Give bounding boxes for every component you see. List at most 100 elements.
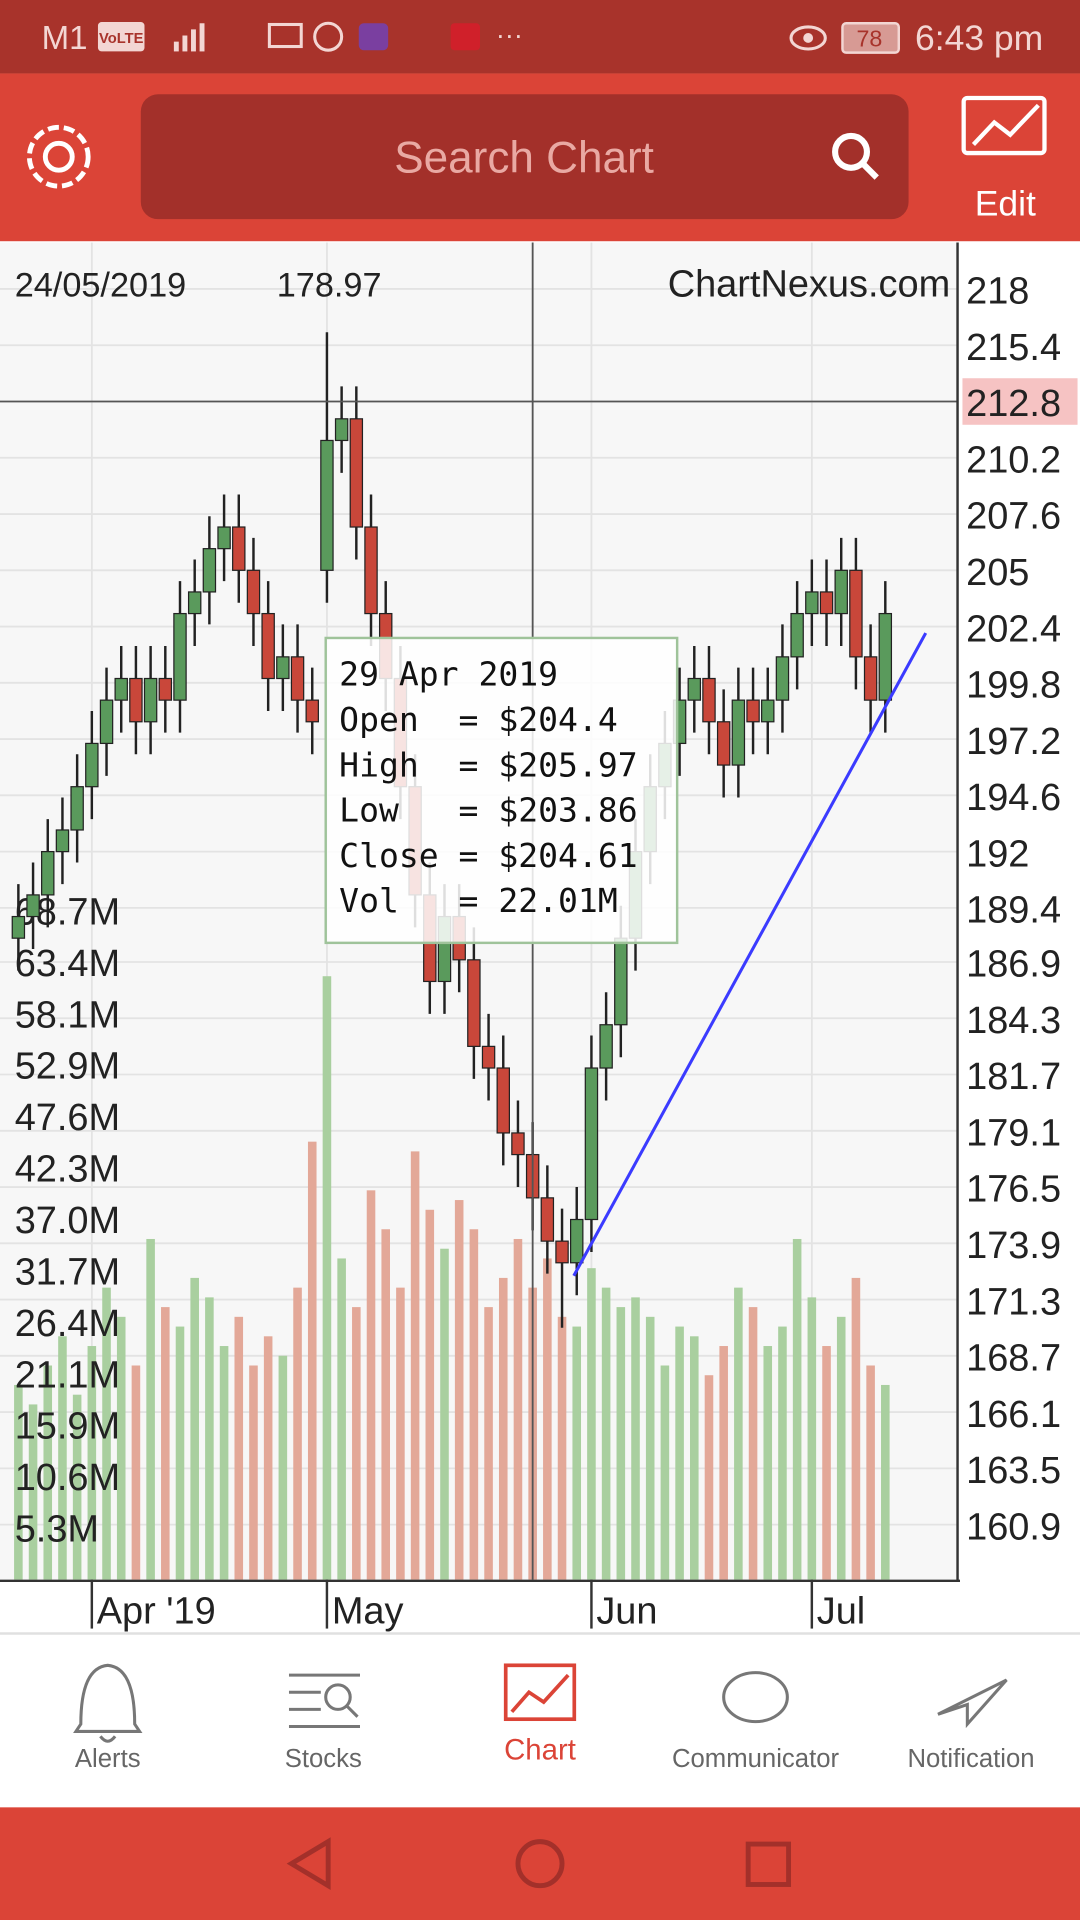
candle-body bbox=[496, 1067, 510, 1134]
volume-tick-label: 10.6M bbox=[15, 1457, 120, 1499]
price-tick-label: 205 bbox=[966, 552, 1029, 594]
candle-body bbox=[540, 1197, 555, 1242]
volume-bar bbox=[43, 1365, 53, 1580]
tooltip-line: High = $205.97 bbox=[339, 745, 637, 784]
candle-body bbox=[202, 548, 217, 593]
volume-bar bbox=[102, 1287, 111, 1580]
candle-body bbox=[246, 569, 261, 615]
volume-bar bbox=[719, 1346, 728, 1580]
price-tick-label: 192 bbox=[966, 833, 1029, 875]
volume-bar bbox=[425, 1209, 435, 1580]
candle-body bbox=[364, 526, 378, 615]
volume-bar bbox=[836, 1316, 846, 1580]
candle-body bbox=[232, 526, 246, 571]
volume-tick-label: 63.4M bbox=[15, 943, 120, 985]
tooltip-date: 29 Apr 2019 bbox=[339, 655, 558, 694]
price-axis-area bbox=[957, 242, 1080, 1634]
volume-bar bbox=[469, 1229, 479, 1580]
candle-body bbox=[334, 418, 349, 442]
volume-bar bbox=[58, 1336, 67, 1580]
price-tick-label: 173.9 bbox=[966, 1225, 1061, 1267]
candle-body bbox=[290, 656, 305, 701]
candle-body bbox=[481, 1045, 496, 1069]
candle-body bbox=[70, 786, 84, 831]
candle-body bbox=[467, 959, 481, 1047]
volume-bar bbox=[249, 1365, 258, 1580]
volume-bar bbox=[116, 1316, 126, 1580]
candle-body bbox=[687, 677, 702, 701]
candle-body bbox=[599, 1024, 613, 1069]
price-tick-label: 166.1 bbox=[966, 1394, 1061, 1436]
candle-body bbox=[99, 699, 114, 745]
nav-label[interactable]: Stocks bbox=[285, 1745, 362, 1773]
candle-body bbox=[320, 439, 334, 571]
candle-body bbox=[863, 656, 878, 701]
volume-bar bbox=[763, 1346, 773, 1580]
system-nav bbox=[0, 1807, 1080, 1920]
candle-body bbox=[173, 612, 187, 701]
candle-body bbox=[26, 894, 40, 918]
price-tick-label: 189.4 bbox=[966, 890, 1061, 932]
volume-tick-label: 52.9M bbox=[15, 1045, 120, 1087]
volume-bar bbox=[484, 1307, 493, 1580]
volume-bar bbox=[234, 1316, 244, 1580]
volume-tick-label: 21.1M bbox=[15, 1355, 120, 1397]
volume-bar bbox=[734, 1287, 743, 1580]
candle-body bbox=[849, 569, 863, 658]
volume-tick-label: 58.1M bbox=[15, 995, 120, 1037]
volume-bar bbox=[396, 1287, 405, 1580]
volume-bar bbox=[161, 1307, 170, 1580]
volume-bar bbox=[337, 1258, 346, 1580]
price-tick-label: 194.6 bbox=[966, 777, 1061, 819]
volume-bar bbox=[263, 1336, 273, 1580]
candle-body bbox=[614, 937, 628, 1026]
volume-bar bbox=[645, 1316, 655, 1580]
candle-body bbox=[716, 721, 731, 766]
search-icon[interactable] bbox=[832, 132, 879, 180]
price-tick-label: 160.9 bbox=[966, 1506, 1061, 1548]
price-tick-label: 168.7 bbox=[966, 1338, 1061, 1380]
candle-body bbox=[834, 569, 848, 615]
search-box[interactable] bbox=[140, 94, 909, 220]
clock: 6:43 pm bbox=[915, 18, 1043, 58]
volte: VoLTE bbox=[99, 31, 144, 47]
settings-button[interactable] bbox=[26, 124, 91, 189]
volume-tick-label: 47.6M bbox=[15, 1097, 120, 1139]
price-tick-label: 199.8 bbox=[966, 665, 1061, 707]
candle-body bbox=[819, 591, 834, 615]
volume-bar bbox=[322, 976, 332, 1580]
nav-label[interactable]: Alerts bbox=[75, 1745, 141, 1773]
volume-bar bbox=[131, 1365, 141, 1580]
candle-body bbox=[790, 612, 804, 658]
price-tick-label: 181.7 bbox=[966, 1056, 1061, 1098]
volume-bar bbox=[601, 1287, 611, 1580]
status-icons: ··· bbox=[173, 20, 900, 54]
volume-bar bbox=[440, 1248, 449, 1580]
trendline bbox=[572, 632, 928, 1277]
tooltip-line: Close = $204.61 bbox=[339, 836, 637, 875]
candle-body bbox=[746, 699, 760, 723]
edit-icon[interactable] bbox=[961, 95, 1047, 156]
volume-tick-label: 15.9M bbox=[15, 1405, 120, 1447]
nav-label[interactable]: Notification bbox=[907, 1745, 1034, 1773]
watermark: ChartNexus.com bbox=[668, 263, 951, 305]
system-buttons[interactable] bbox=[286, 1837, 792, 1891]
chart: 218 215.4 212.8 210.2 207.6 205 202.4 199.8 197.… bbox=[0, 242, 1078, 1633]
volume-bar bbox=[557, 1316, 567, 1580]
volume-bar bbox=[87, 1346, 97, 1580]
carrier: M1 bbox=[42, 20, 88, 57]
candle-body bbox=[305, 699, 319, 723]
search-placeholder: Search Chart bbox=[394, 134, 654, 183]
volume-bar bbox=[778, 1326, 787, 1580]
volume-bar bbox=[660, 1365, 670, 1580]
edit-label[interactable]: Edit bbox=[975, 184, 1036, 224]
volume-bar bbox=[410, 1151, 420, 1580]
nav-label[interactable]: Communicator bbox=[672, 1745, 840, 1773]
price-tick-label: 179.1 bbox=[966, 1112, 1061, 1154]
candle-body bbox=[11, 915, 26, 939]
candle-body bbox=[805, 591, 819, 615]
volume-bar bbox=[14, 1384, 23, 1580]
nav-label[interactable]: Chart bbox=[504, 1734, 576, 1767]
price-tick-label: 184.3 bbox=[966, 1000, 1061, 1042]
